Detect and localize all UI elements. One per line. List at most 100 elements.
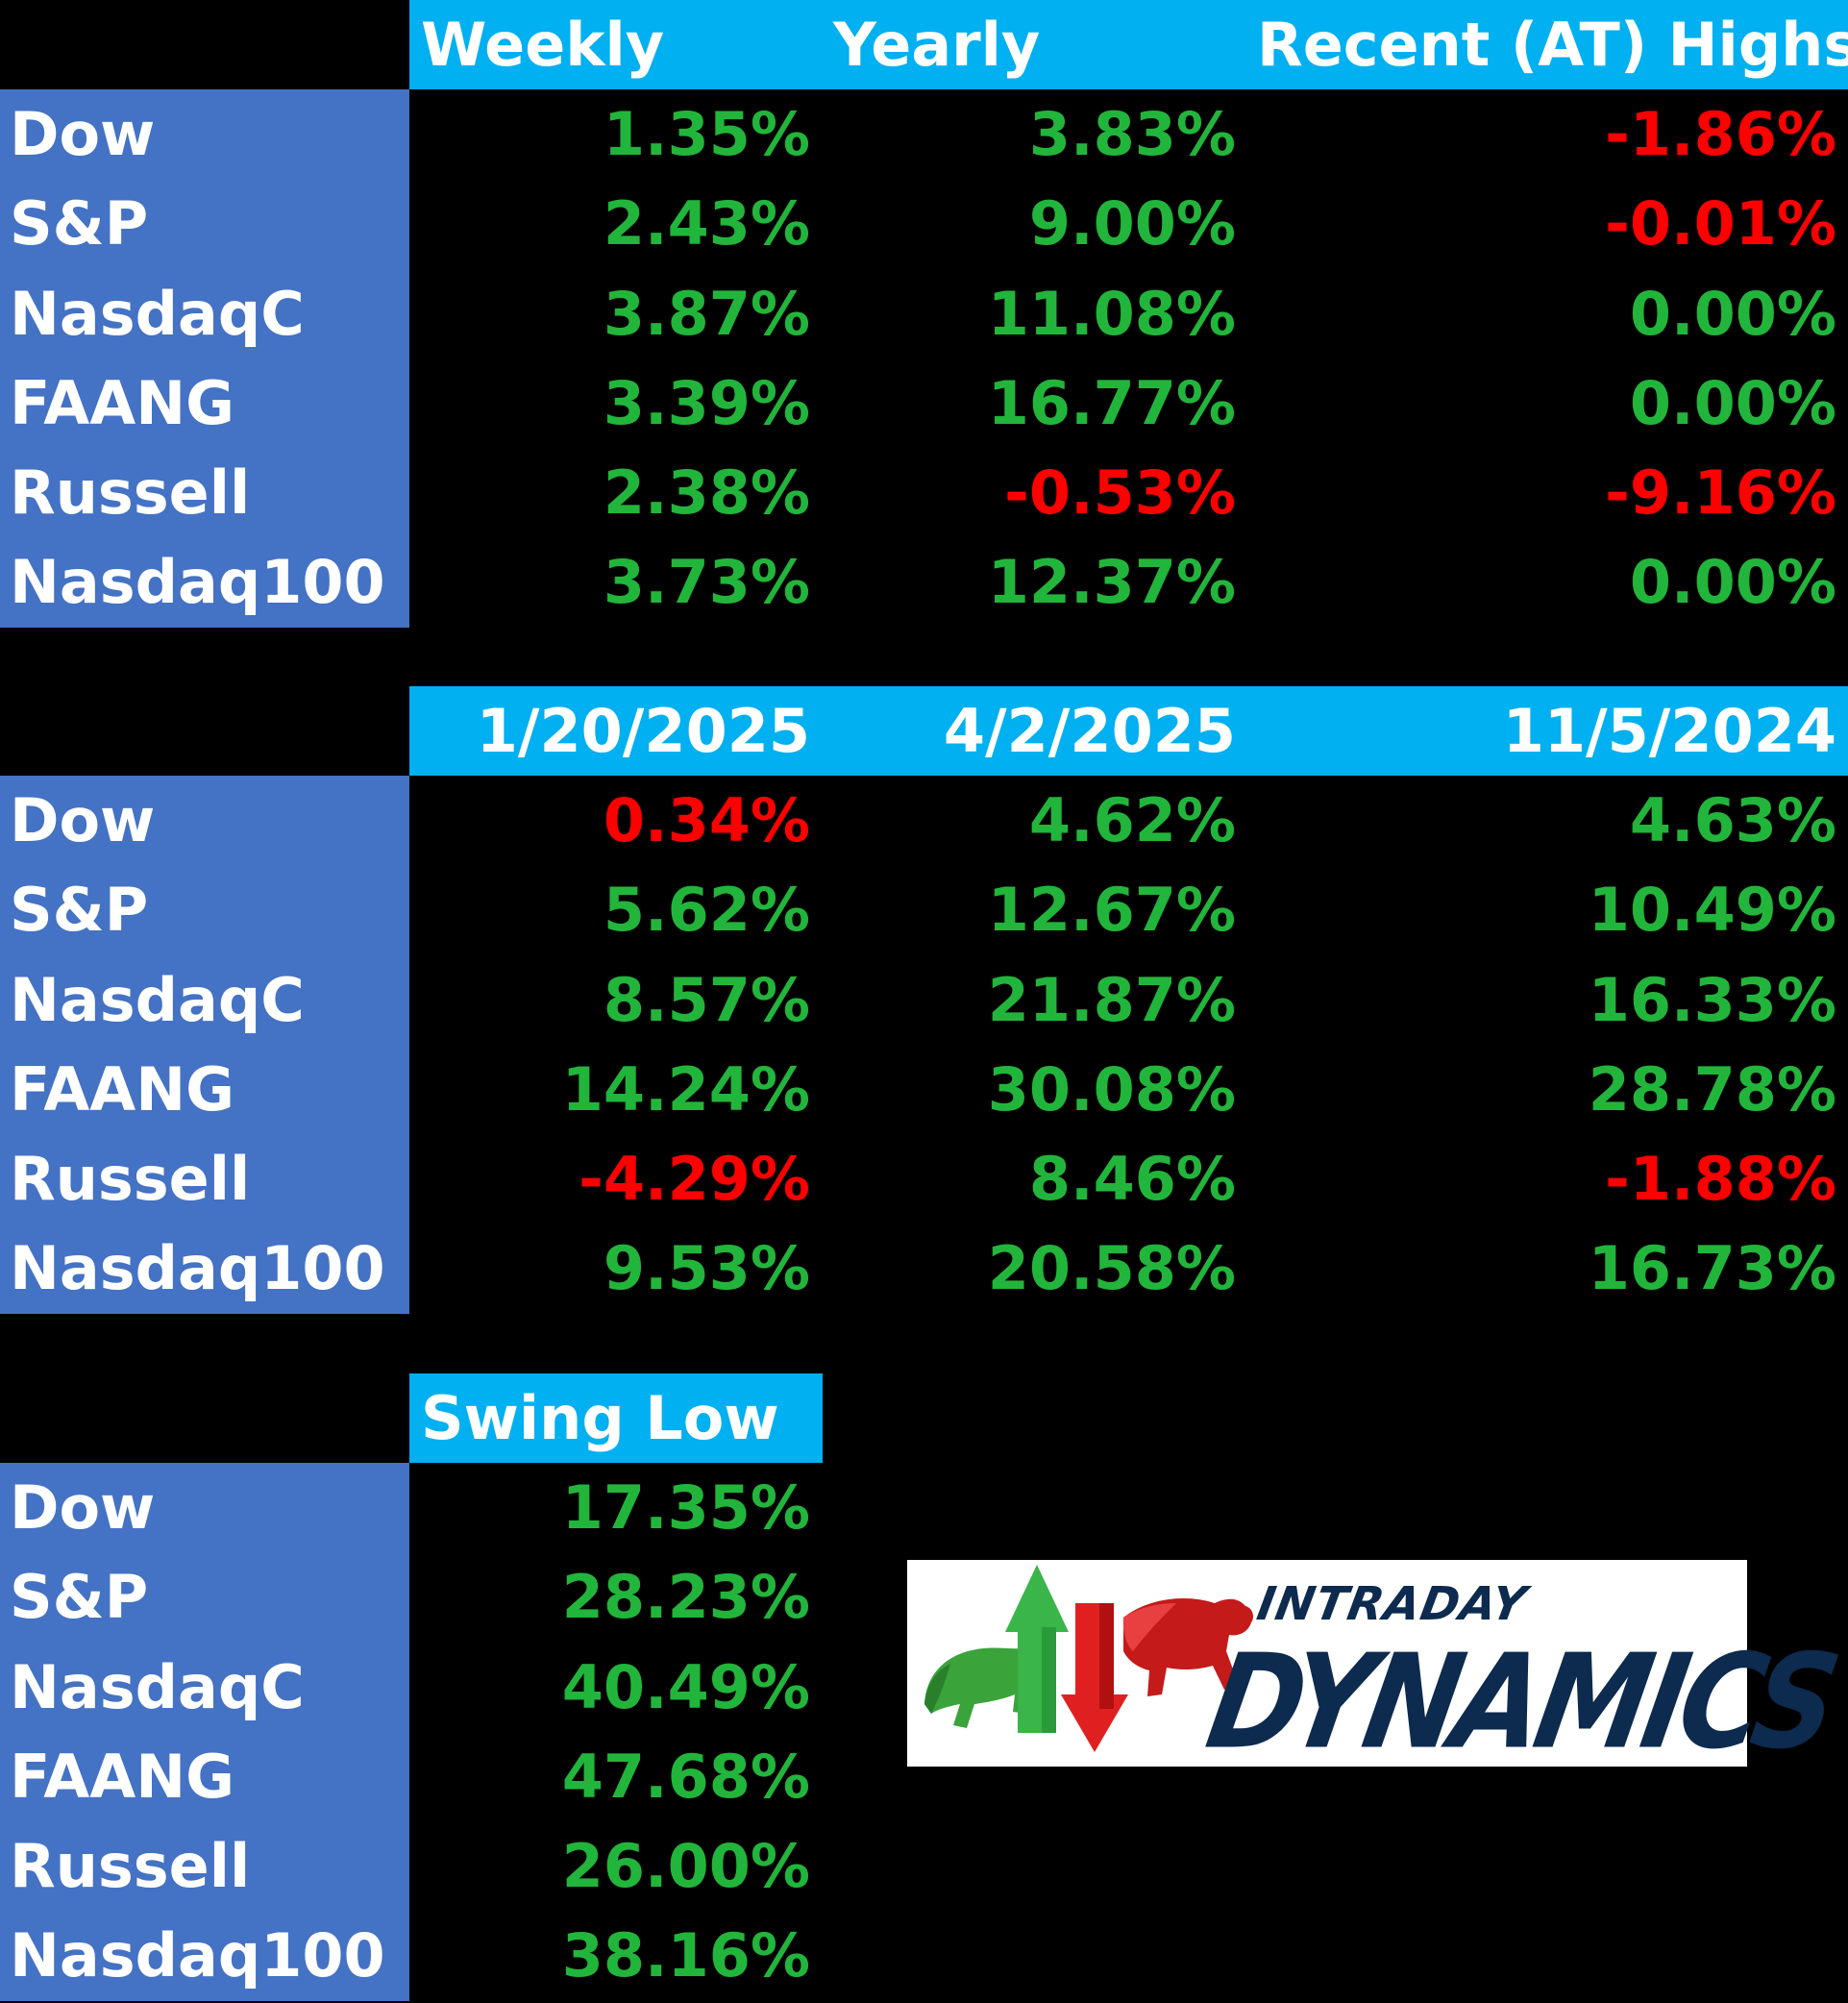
value-cell: 28.78% xyxy=(1588,1053,1836,1125)
row-label: Russell xyxy=(0,448,409,538)
table-row: Russell 2.38% -0.53% -9.16% xyxy=(0,448,1848,538)
value-cell: 11.08% xyxy=(987,278,1236,349)
table-row: Nasdaq100 38.16% xyxy=(0,1911,1848,2001)
table-row: S&P 28.23% xyxy=(0,1552,1848,1643)
table-row: Dow 1.35% 3.83% -1.86% xyxy=(0,89,1848,180)
value-cell: 3.83% xyxy=(1028,99,1236,169)
row-label: Nasdaq100 xyxy=(0,537,409,628)
table-row: Russell 26.00% xyxy=(0,1821,1848,1912)
performance-table-dates: 1/20/2025 4/2/2025 11/5/2024 Dow 0.34% 4.6… xyxy=(0,686,1848,1314)
row-label: Dow xyxy=(0,89,409,180)
value-cell: 16.77% xyxy=(987,367,1236,438)
value-cell: 3.73% xyxy=(603,547,810,618)
table-body: Dow 17.35% S&P 28.23% NasdaqC 40.49% FAANG 47.6… xyxy=(0,1463,1848,2001)
value-cell: 8.57% xyxy=(603,964,810,1035)
value-cell: -1.88% xyxy=(1605,1144,1836,1215)
table-row: Nasdaq100 3.73% 12.37% 0.00% xyxy=(0,537,1848,628)
table-row: S&P 5.62% 12.67% 10.49% xyxy=(0,865,1848,955)
table-row: FAANG 47.68% xyxy=(0,1731,1848,1822)
value-cell: 0.00% xyxy=(1629,278,1836,349)
table-row: S&P 2.43% 9.00% -0.01% xyxy=(0,179,1848,269)
value-cell: -0.01% xyxy=(1605,188,1836,260)
value-cell: 0.00% xyxy=(1629,547,1836,618)
table-row: Nasdaq100 9.53% 20.58% 16.73% xyxy=(0,1224,1848,1314)
value-cell: 2.43% xyxy=(603,188,810,260)
value-cell: 0.00% xyxy=(1629,367,1836,438)
value-cell: 26.00% xyxy=(561,1831,810,1902)
up-arrow-icon xyxy=(1005,1565,1069,1733)
header-recent-highs: Recent (AT) Highs xyxy=(1245,0,1848,89)
value-cell: 3.39% xyxy=(603,367,810,438)
row-label: FAANG xyxy=(0,1044,409,1135)
table-row: Dow 17.35% xyxy=(0,1463,1848,1553)
row-label: FAANG xyxy=(0,358,409,449)
value-cell: 9.53% xyxy=(603,1233,810,1304)
header-weekly: Weekly xyxy=(409,0,820,89)
table-row: FAANG 14.24% 30.08% 28.78% xyxy=(0,1044,1848,1135)
logo-text-dynamics: DYNAMICS xyxy=(1197,1625,1845,1778)
table-row: NasdaqC 40.49% xyxy=(0,1642,1848,1732)
header-date-2: 4/2/2025 xyxy=(820,686,1245,776)
header-date-1: 1/20/2025 xyxy=(409,686,820,776)
header-date-3: 11/5/2024 xyxy=(1245,686,1848,776)
value-cell: 47.68% xyxy=(561,1741,810,1812)
value-cell: 40.49% xyxy=(561,1651,810,1722)
table-row: Russell -4.29% 8.46% -1.88% xyxy=(0,1134,1848,1224)
value-cell: 16.33% xyxy=(1588,964,1836,1035)
row-label: Nasdaq100 xyxy=(0,1911,409,2001)
table-header-row: Swing Low xyxy=(0,1373,1848,1463)
table-row: NasdaqC 8.57% 21.87% 16.33% xyxy=(0,954,1848,1045)
performance-table-swing-low: Swing Low Dow 17.35% S&P 28.23% NasdaqC 40.49… xyxy=(0,1373,1848,2001)
row-label: Dow xyxy=(0,776,409,866)
value-cell: 10.49% xyxy=(1588,875,1836,946)
table-header-row: Weekly Yearly Recent (AT) Highs xyxy=(0,0,1848,89)
value-cell: 38.16% xyxy=(561,1920,810,1991)
row-label: NasdaqC xyxy=(0,1642,409,1732)
row-label: Russell xyxy=(0,1134,409,1224)
value-cell: -4.29% xyxy=(579,1144,810,1215)
value-cell: 1.35% xyxy=(603,99,810,169)
bear-icon xyxy=(1122,1598,1253,1696)
value-cell: 4.63% xyxy=(1629,785,1836,855)
value-cell: 17.35% xyxy=(561,1472,810,1543)
value-cell: 8.46% xyxy=(1028,1144,1236,1215)
value-cell: -1.86% xyxy=(1605,99,1836,169)
row-label: Dow xyxy=(0,1463,409,1553)
row-label: NasdaqC xyxy=(0,954,409,1045)
row-label: Nasdaq100 xyxy=(0,1224,409,1314)
value-cell: 12.67% xyxy=(987,875,1236,946)
row-label: FAANG xyxy=(0,1731,409,1822)
row-label: Russell xyxy=(0,1821,409,1912)
logo-text-intraday: INTRADAY xyxy=(1253,1577,1532,1631)
value-cell: 3.87% xyxy=(603,278,810,349)
row-label: S&P xyxy=(0,865,409,955)
row-label: S&P xyxy=(0,179,409,269)
header-swing-low: Swing Low xyxy=(409,1373,823,1463)
value-cell: 14.24% xyxy=(561,1053,810,1125)
value-cell: 4.62% xyxy=(1028,785,1236,855)
value-cell: -9.16% xyxy=(1605,457,1836,529)
value-cell: 16.73% xyxy=(1588,1233,1836,1304)
value-cell: 20.58% xyxy=(987,1233,1236,1304)
value-cell: 5.62% xyxy=(603,875,810,946)
table-row: NasdaqC 3.87% 11.08% 0.00% xyxy=(0,268,1848,359)
value-cell: 12.37% xyxy=(987,547,1236,618)
value-cell: 2.38% xyxy=(603,457,810,529)
performance-table-periods: Weekly Yearly Recent (AT) Highs Dow 1.35%… xyxy=(0,0,1848,628)
table-row: FAANG 3.39% 16.77% 0.00% xyxy=(0,358,1848,449)
down-arrow-icon xyxy=(1061,1603,1128,1752)
value-cell: 21.87% xyxy=(987,964,1236,1035)
value-cell: -0.53% xyxy=(1004,457,1236,529)
bull-icon xyxy=(924,1637,1041,1728)
table-row: Dow 0.34% 4.62% 4.63% xyxy=(0,776,1848,866)
value-cell: 9.00% xyxy=(1028,188,1236,260)
value-cell: 0.34% xyxy=(603,785,810,855)
table-body: Dow 1.35% 3.83% -1.86% S&P 2.43% 9.00% -0.01% Na… xyxy=(0,89,1848,628)
intraday-dynamics-logo: INTRADAY DYNAMICS xyxy=(907,1560,1844,1778)
header-yearly: Yearly xyxy=(820,0,1245,89)
row-label: S&P xyxy=(0,1552,409,1643)
value-cell: 30.08% xyxy=(987,1053,1236,1125)
table-body: Dow 0.34% 4.62% 4.63% S&P 5.62% 12.67% 10.49% Na… xyxy=(0,776,1848,1314)
row-label: NasdaqC xyxy=(0,268,409,359)
value-cell: 28.23% xyxy=(561,1562,810,1633)
